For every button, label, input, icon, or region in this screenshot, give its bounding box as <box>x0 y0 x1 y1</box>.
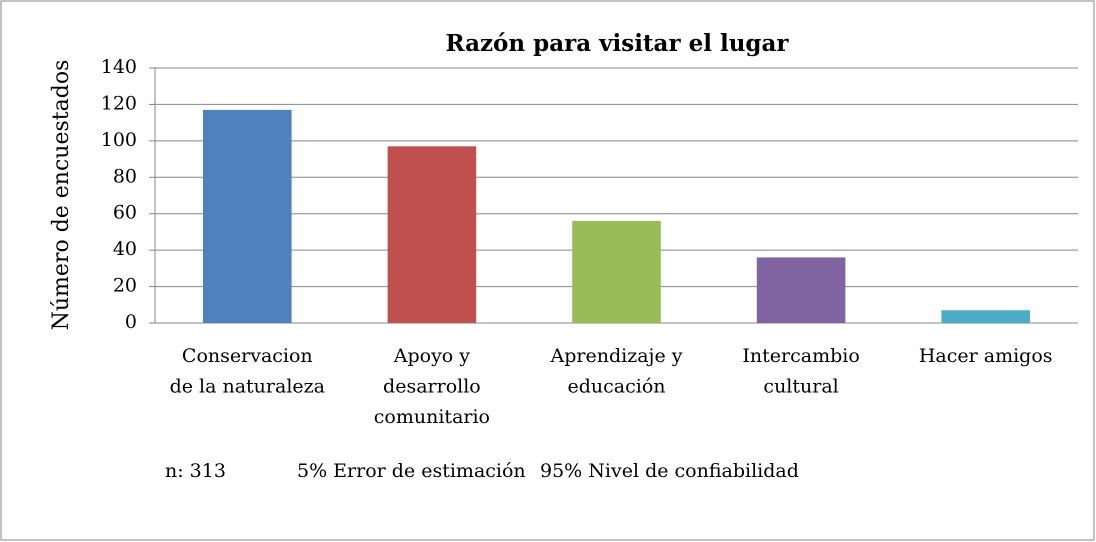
bar <box>941 310 1031 323</box>
annotation: 5% Error de estimación <box>297 460 526 482</box>
x-tick-label: Aprendizaje y <box>550 345 683 367</box>
x-tick-label: Apoyo y <box>393 345 471 367</box>
y-axis-label: Número de encuestados <box>49 60 74 331</box>
y-tick-label: 120 <box>101 92 137 114</box>
x-tick-label: Intercambio <box>742 345 859 367</box>
x-tick-label: Hacer amigos <box>919 345 1053 367</box>
x-tick-label: cultural <box>763 376 838 398</box>
x-tick-label: comunitario <box>374 406 490 428</box>
y-tick-label: 80 <box>113 165 137 187</box>
annotation: n: 313 <box>165 460 226 482</box>
x-tick-label: desarrollo <box>383 376 481 398</box>
chart-title: Razón para visitar el lugar <box>445 30 789 57</box>
y-tick-label: 20 <box>113 275 137 297</box>
bar <box>387 146 477 323</box>
y-tick-label: 140 <box>101 56 137 78</box>
y-tick-label: 60 <box>113 202 137 224</box>
y-tick-label: 40 <box>113 238 137 260</box>
annotation: 95% Nivel de confiabilidad <box>540 460 799 482</box>
y-tick-label: 0 <box>125 311 137 333</box>
x-tick-label: Conservacion <box>182 345 313 367</box>
x-tick-label: de la naturaleza <box>170 376 325 398</box>
x-tick-label: educación <box>567 376 665 398</box>
bar <box>756 257 846 323</box>
y-tick-label: 100 <box>101 129 137 151</box>
bar <box>572 221 661 323</box>
bar <box>202 109 292 324</box>
